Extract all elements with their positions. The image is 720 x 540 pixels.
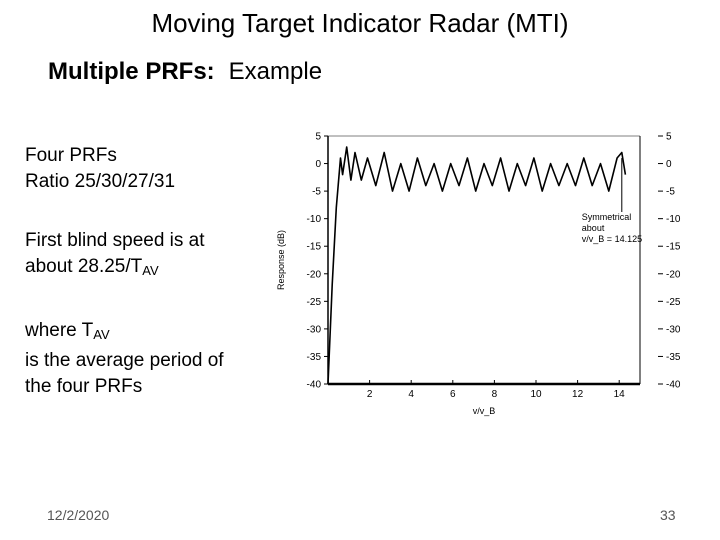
y-tick-label-right: 0 [666, 159, 672, 170]
chart-svg: 5 0 -5 -15 -10 -20 -25 -30 -35 -40 5 0 -5 -15 -10 -20 -2… [276, 132, 681, 417]
y-tick-label-left: -10 [307, 214, 322, 225]
slide-subtitle: Multiple PRFs: Example [48, 58, 322, 86]
y-tick-label-left: 5 [315, 132, 321, 143]
x-tick-label: 2 [367, 389, 373, 400]
prf-info-text: Four PRFs Ratio 25/30/27/31 [25, 143, 175, 195]
y-tick-label-right: -40 [666, 380, 681, 391]
mti-response-chart: 5 0 -5 -15 -10 -20 -25 -30 -35 -40 5 0 -5 -15 -10 -20 -2… [268, 122, 698, 432]
annotation-line2: about [582, 223, 605, 233]
y-tick-label-left: -5 [312, 187, 321, 198]
x-tick-label: 14 [614, 389, 626, 400]
x-tick-label: 4 [408, 389, 414, 400]
y-tick-label-left: -35 [307, 352, 322, 363]
x-tick-label: 8 [492, 389, 498, 400]
text2-line2: about 28.25/TAV [25, 254, 205, 284]
y-tick-label-right: -25 [666, 297, 681, 308]
subtitle-rest: Example [228, 58, 323, 85]
y-tick-label-left: -20 [307, 269, 322, 280]
y-tick-label-left: -15 [307, 242, 322, 253]
subtitle-bold: Multiple PRFs: [48, 58, 215, 85]
page-number: 33 [660, 507, 676, 523]
average-period-text: where TAV is the average period of the f… [25, 318, 224, 400]
y-axis-label: Response (dB) [276, 230, 286, 290]
response-curve [327, 146, 627, 385]
text3-line1-sub: AV [93, 327, 110, 342]
text2-line2-sub: AV [142, 263, 159, 278]
text3-line2: is the average period of [25, 350, 224, 371]
y-tick-label-right: -35 [666, 352, 681, 363]
text2-line2-prefix: about 28.25/T [25, 256, 143, 277]
text3-line1-prefix: where T [25, 320, 94, 341]
x-tick-label: 12 [572, 389, 584, 400]
x-tick-label: 6 [450, 389, 456, 400]
annotation-line1: Symmetrical [582, 212, 632, 222]
y-tick-label-left: 0 [315, 159, 321, 170]
y-tick-label-right: -15 [666, 242, 681, 253]
y-tick-label-left: -40 [307, 380, 322, 391]
text2-line1: First blind speed is at [25, 230, 205, 251]
annotation-line3: v/v_B = 14.125 [582, 234, 642, 244]
x-tick-label: 10 [530, 389, 542, 400]
slide-title: Moving Target Indicator Radar (MTI) [151, 8, 569, 38]
y-tick-label-left: -30 [307, 324, 322, 335]
y-tick-label-right: -30 [666, 324, 681, 335]
text3-line1: where TAV [25, 318, 224, 348]
text1-line1: Four PRFs [25, 145, 117, 166]
x-axis-label: v/v_B [473, 406, 496, 416]
text3-line3: the four PRFs [25, 376, 143, 397]
y-tick-label-right: -5 [666, 187, 675, 198]
text1-line2: Ratio 25/30/27/31 [25, 171, 176, 192]
y-tick-label-left: -25 [307, 297, 322, 308]
blind-speed-text: First blind speed is at about 28.25/TAV [25, 228, 205, 284]
y-tick-label-right: -20 [666, 269, 681, 280]
y-tick-label-right: 5 [666, 132, 672, 143]
y-tick-label-right: -10 [666, 214, 681, 225]
footer-date: 12/2/2020 [47, 507, 110, 523]
